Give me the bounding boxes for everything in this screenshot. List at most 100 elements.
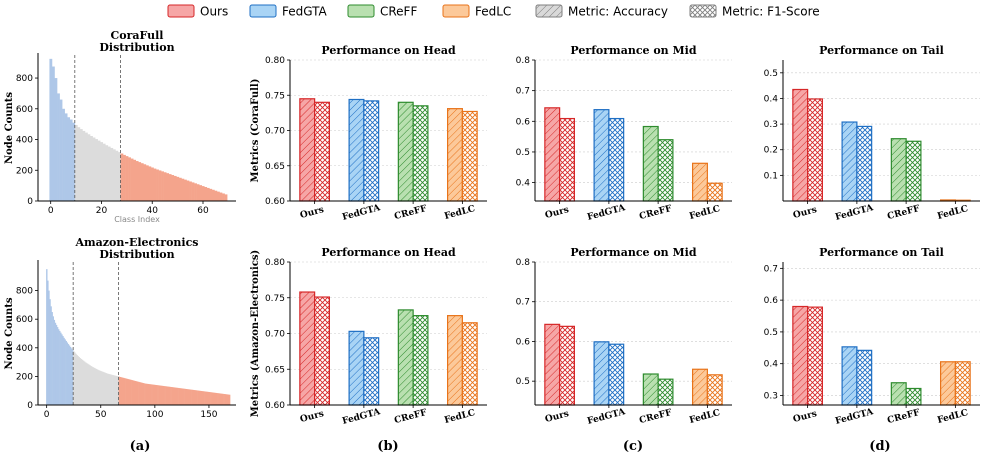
histogram-bar [46, 269, 48, 405]
histogram-bar [226, 394, 229, 405]
histogram-bar [109, 374, 112, 405]
histogram-bar [106, 373, 109, 405]
x-tick-label: 150 [200, 410, 217, 420]
histogram-bar [187, 389, 190, 405]
histogram-bar [103, 372, 105, 405]
histogram-bar [107, 373, 110, 405]
panel-label: (d) [869, 439, 890, 454]
histogram-bar [216, 191, 220, 201]
histogram-bar [79, 358, 82, 405]
histogram-bar [57, 93, 60, 201]
x-tick-label: 20 [96, 206, 108, 216]
histogram-bar [149, 384, 152, 405]
histogram-bar [133, 380, 136, 405]
histogram-bar [120, 377, 123, 405]
histogram-bar [82, 360, 85, 405]
histogram-bar [60, 332, 62, 405]
bar [412, 315, 429, 406]
histogram-bar [67, 117, 71, 201]
histogram-bar [160, 385, 163, 405]
histogram-bar [79, 129, 83, 201]
bar [841, 346, 858, 406]
histogram-bar [168, 174, 172, 201]
histogram-bar [97, 140, 101, 201]
histogram-bar [64, 339, 66, 405]
histogram-bar [83, 361, 86, 405]
histogram-bar [192, 389, 194, 405]
legend-label: FedGTA [282, 5, 328, 19]
y-tick-label: 800 [16, 287, 33, 297]
histogram-bar [153, 168, 157, 201]
legend-item: Metric: F1-Score [689, 4, 820, 19]
category-label: FedLC [936, 408, 969, 426]
histogram-bar [98, 370, 100, 405]
histogram-bar [140, 382, 142, 405]
y-tick-label: 600 [16, 315, 33, 325]
histogram-bar [208, 391, 210, 405]
histogram-bar [89, 365, 91, 405]
histogram-bar [54, 322, 57, 405]
histogram-bar [166, 173, 170, 201]
bar [939, 361, 956, 406]
histogram-bar [167, 386, 169, 405]
histogram-bar [49, 58, 53, 202]
bar [348, 98, 365, 202]
y-tick-label: 400 [16, 136, 33, 146]
histogram-bar [92, 137, 96, 201]
histogram-bar [170, 386, 172, 405]
histogram-bar [86, 363, 88, 405]
legend-swatch [167, 4, 195, 18]
histogram-bar [115, 150, 119, 201]
legend-item: Ours [167, 4, 228, 19]
histogram-bar [119, 376, 122, 405]
y-tick-label: 600 [16, 105, 33, 115]
histogram-bar [105, 373, 108, 405]
y-tick-label: 0.5 [516, 148, 530, 158]
histogram-bar [115, 375, 117, 405]
panel-label: (b) [377, 439, 398, 454]
y-tick-label: 0.7 [764, 264, 778, 274]
histogram-bar [56, 327, 59, 405]
category-label: FedLC [936, 204, 969, 222]
bar [890, 138, 907, 202]
histogram-bar [99, 370, 101, 405]
histogram-bar [182, 388, 184, 405]
histogram-bar [131, 380, 133, 405]
histogram-bar [147, 383, 150, 405]
histogram-bar [204, 391, 206, 405]
histogram-bar [227, 394, 230, 405]
panel-label: (a) [130, 439, 151, 454]
histogram-bar [122, 377, 125, 405]
bar [544, 323, 561, 406]
performance-panel: Performance on Tail 0.3 0.4 0.5 0.6 0.7 Ours Fe… [764, 246, 980, 427]
chart-title: Performance on Mid [570, 44, 696, 57]
legend-label: FedLC [475, 5, 511, 19]
histogram-bar [62, 336, 64, 405]
histogram-bar [164, 386, 166, 405]
category-label: FedGTA [586, 203, 627, 223]
category-label: CReFF [886, 408, 921, 426]
histogram-bar [64, 113, 68, 201]
histogram-bar [213, 392, 216, 405]
histogram-bar [166, 386, 168, 405]
histogram-bar [200, 390, 203, 405]
histogram-bar [181, 178, 185, 201]
histogram-bar [151, 384, 153, 405]
bar [314, 296, 330, 406]
histogram-bar [112, 149, 116, 201]
histogram-bar [225, 394, 228, 405]
category-label: CReFF [393, 408, 428, 426]
y-axis-label: Node Counts [4, 92, 15, 164]
histogram-bar [223, 393, 225, 405]
histogram-bar [87, 363, 89, 405]
y-tick-label: 0.8 [516, 56, 531, 66]
histogram-bar [141, 382, 143, 405]
y-axis-label: Metrics (Amazon-Electronics) [250, 250, 261, 418]
bar [559, 117, 575, 202]
histogram-bar [207, 391, 209, 405]
histogram-bar [90, 135, 93, 201]
histogram-bar [68, 345, 71, 405]
histogram-bar [51, 66, 55, 202]
x-axis-label: Class Index [114, 215, 160, 224]
